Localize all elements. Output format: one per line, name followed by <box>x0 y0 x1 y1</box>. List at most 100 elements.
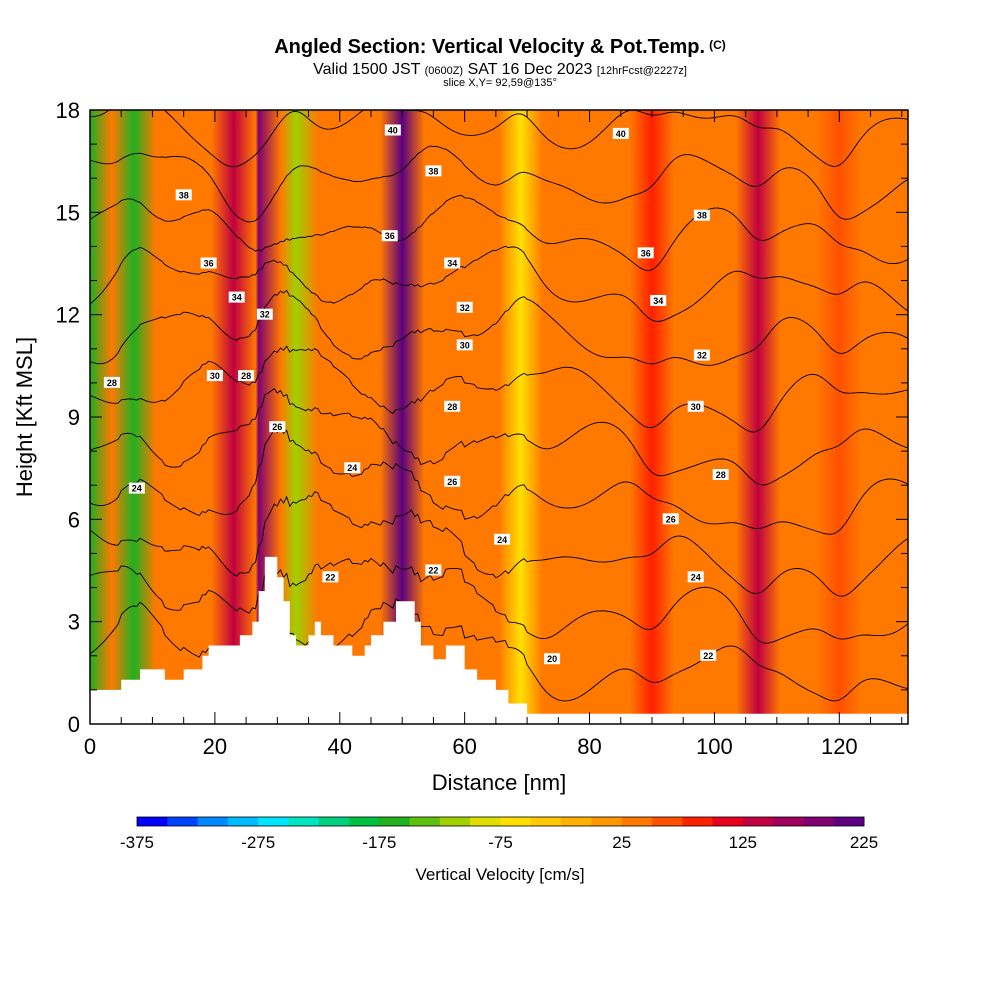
contour-label-text: 38 <box>697 211 707 221</box>
contour-label-text: 38 <box>179 190 189 200</box>
contour-label: 28 <box>103 376 120 388</box>
colorbar-swatch <box>833 817 865 826</box>
contour-label-bg <box>425 564 442 576</box>
contour-label: 26 <box>269 421 286 433</box>
contour-label: 32 <box>456 301 473 313</box>
contour-label: 40 <box>384 124 401 136</box>
subtitle-forecast: [12hrFcst@2227z] <box>596 65 687 77</box>
contour-label-text: 24 <box>691 572 701 582</box>
contour-label-bg <box>456 339 473 351</box>
chart-title: Angled Section: Vertical Velocity & Pot.… <box>0 36 1000 59</box>
colorbar-swatch <box>349 817 380 826</box>
contour-label-text: 36 <box>204 259 214 269</box>
contour-label-text: 38 <box>428 166 438 176</box>
colorbar-frame <box>136 816 865 827</box>
contour-label-text: 36 <box>385 231 395 241</box>
colorbar-swatch <box>137 817 168 826</box>
contour-label-bg <box>128 482 145 494</box>
contour-label-text: 28 <box>716 470 726 480</box>
contour-label: 30 <box>456 339 473 351</box>
contour-label-text: 22 <box>703 651 713 661</box>
contour-label: 22 <box>700 649 717 661</box>
theta-contour-22 <box>90 557 908 644</box>
x-tick-label: 40 <box>328 734 352 759</box>
contour-label: 36 <box>637 247 654 259</box>
contour-label-bg <box>700 649 717 661</box>
colorbar-swatch <box>742 817 774 826</box>
contour-label-bg <box>637 247 654 259</box>
contour-label-text: 26 <box>447 477 457 487</box>
y-tick-label: 9 <box>68 405 80 430</box>
contour-label-bg <box>662 513 679 525</box>
x-tick-label: 80 <box>577 734 601 759</box>
colorbar-swatch <box>227 817 259 826</box>
contour-label-text: 28 <box>107 378 117 388</box>
contour-label: 34 <box>650 295 667 306</box>
colorbar-swatch <box>439 817 471 826</box>
contour-label-text: 34 <box>653 296 663 306</box>
theta-contour-28 <box>90 387 908 486</box>
contour-label: 28 <box>238 370 255 382</box>
x-tick-label: 60 <box>452 734 476 759</box>
contour-label-text: 24 <box>132 484 142 494</box>
contour-label-bg <box>425 165 442 177</box>
contour-label-bg <box>200 257 217 269</box>
contour-label: 28 <box>712 469 729 480</box>
contour-label: 38 <box>425 165 442 177</box>
contour-label-bg <box>444 257 461 269</box>
contour-label-text: 20 <box>547 654 557 664</box>
contour-label-bg <box>650 295 667 306</box>
colorbar-swatch <box>591 817 623 826</box>
y-tick-label: 18 <box>56 98 80 123</box>
contour-label-bg <box>384 124 401 136</box>
colorbar-swatch <box>197 817 229 826</box>
contour-label: 24 <box>494 533 511 545</box>
colorbar-tick-label: 25 <box>612 833 631 852</box>
colorbar-swatch <box>561 817 592 826</box>
contour-label: 32 <box>693 349 710 361</box>
colorbar-swatch <box>288 817 320 826</box>
contour-label-bg <box>612 127 629 139</box>
subtitle-date: SAT 16 Dec 2023 <box>467 61 593 78</box>
contour-label-bg <box>269 421 286 433</box>
contour-label: 30 <box>687 400 704 412</box>
y-tick-label: 3 <box>68 610 80 635</box>
contour-label: 38 <box>693 209 710 221</box>
theta-contour-26 <box>90 427 908 535</box>
colorbar-swatch <box>621 817 653 826</box>
contour-label-bg <box>256 308 273 320</box>
chart-subtitle: Valid 1500 JST (0600Z) SAT 16 Dec 2023 [… <box>0 61 1000 79</box>
x-tick-label: 20 <box>203 734 227 759</box>
contour-label: 40 <box>612 127 629 139</box>
colorbar-swatch <box>167 817 199 826</box>
contour-label-bg <box>228 291 245 303</box>
contour-label: 24 <box>344 462 361 474</box>
theta-contour-30 <box>90 345 908 433</box>
contour-label-text: 26 <box>666 514 676 524</box>
contour-label: 36 <box>381 230 398 242</box>
x-tick-label: 100 <box>696 734 733 759</box>
contour-label-bg <box>381 230 398 242</box>
contour-label-text: 28 <box>447 402 457 412</box>
contour-label-text: 36 <box>641 248 651 258</box>
plot-area: 40 40 38 38 38 36 36 36 34 34 34 32 32 32 30 30 30 28 28 28… <box>90 110 908 724</box>
y-tick-label: 0 <box>68 712 80 737</box>
colorbar-tick-label: -275 <box>241 833 275 852</box>
contour-label-text: 30 <box>210 371 220 381</box>
contour-label-text: 40 <box>616 129 626 139</box>
contour-label-text: 40 <box>388 126 398 136</box>
colorbar-title: Vertical Velocity [cm/s] <box>415 865 584 884</box>
contour-label: 20 <box>544 653 561 665</box>
contour-label: 24 <box>687 571 704 583</box>
subtitle-utc: (0600Z) <box>424 65 464 77</box>
colorbar-swatch <box>318 817 350 826</box>
contour-label-bg <box>494 533 511 545</box>
contour-label-text: 28 <box>241 371 251 381</box>
contour-label-text: 32 <box>460 303 470 313</box>
colorbar-swatch <box>803 817 835 826</box>
terrain-profile <box>90 556 908 724</box>
contour-label: 26 <box>662 513 679 525</box>
contour-label-text: 30 <box>460 340 470 350</box>
